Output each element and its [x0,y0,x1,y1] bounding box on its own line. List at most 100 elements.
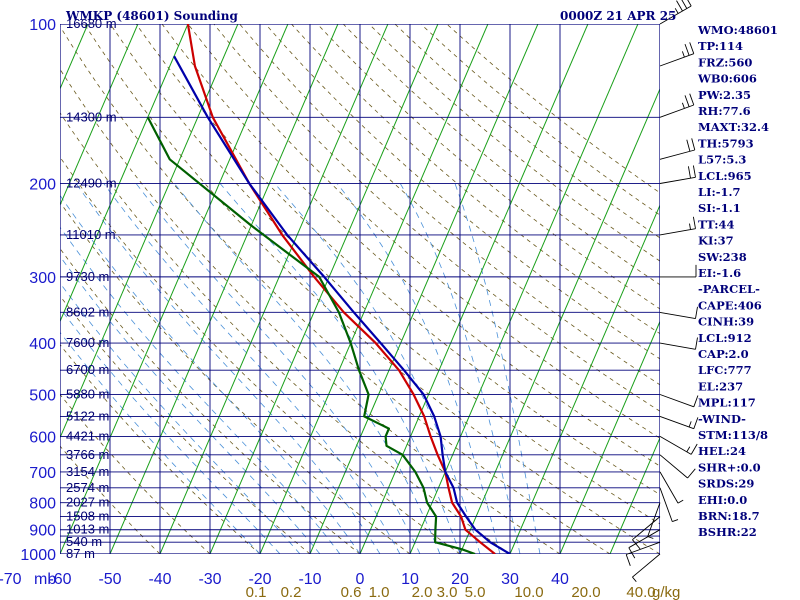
height-label: 7600 m [66,335,109,350]
temp-tick-label: -70 [0,571,22,588]
moist-adiabat [60,194,361,554]
index-item: L57:5.3 [698,153,746,167]
index-item: LCL:965 [698,169,752,183]
mixing-ratio-label: 20.0 [571,584,600,600]
moist-adiabat [103,183,401,554]
height-label: 1013 m [66,522,109,537]
height-label: 12490 m [66,176,117,191]
wind-barb [659,454,696,479]
mixing-ratio-label: 2.0 [412,584,433,600]
wind-barb [659,436,698,455]
height-label: 540 m [66,534,102,549]
wind-barb [659,216,696,236]
pressure-tick-label: 900 [29,523,56,540]
wind-barb [659,306,698,320]
moist-adiabat [60,282,301,554]
sounding-trace-0 [186,24,496,554]
index-item: TH:5793 [698,136,754,150]
pressure-tick-label: 100 [29,17,56,34]
temp-tick-label: -10 [298,571,321,588]
temp-tick-label: -20 [248,571,271,588]
isotherm [309,24,539,554]
mixing-ratio-label: 0.6 [341,584,362,600]
dry-adiabat [60,201,411,554]
temp-tick-label: 40 [551,571,569,588]
moist-adiabat [274,183,481,554]
pressure-tick-label: 700 [29,465,56,482]
height-label: 9730 m [66,269,109,284]
wind-barb [632,516,661,550]
index-item: WB0:606 [697,72,757,86]
moist-adiabat [173,183,441,554]
index-item: EL:237 [698,379,743,393]
temp-tick-label: -40 [148,571,171,588]
wind-barb [632,553,661,582]
wind-barb [659,42,695,67]
index-item: BRN:18.7 [698,509,760,523]
mixing-ratio-label: 0.2 [281,584,302,600]
isotherm [259,24,489,554]
sounding-trace-2 [173,55,511,554]
pressure-tick-label: 200 [29,177,56,194]
moist-adiabat [60,331,261,554]
mixing-ratio-label: 5.0 [465,584,486,600]
pressure-tick-label: 500 [29,387,56,404]
wind-barb [659,93,695,118]
isotherm [60,24,189,323]
index-item: LCL:912 [698,331,752,345]
dry-adiabat [135,24,660,496]
height-label: 6700 m [66,362,109,377]
index-item: KI:37 [698,234,734,248]
index-item: EHI:0.0 [698,493,747,507]
isotherm [459,87,660,554]
index-item: SHR+:0.0 [698,460,761,474]
height-label: 11010 m [66,227,116,242]
mixing-ratio-label: 1.0 [369,584,390,600]
wind-barb [659,415,699,430]
axis-labels: 1002003004005006007008009001000mb80-70-6… [0,16,778,600]
moist-adiabat [454,183,541,554]
height-label: 1508 m [66,509,109,524]
height-label: 8602 m [66,304,109,319]
wind-barb [659,394,699,408]
isotherm [159,24,389,554]
moist-adiabat [399,183,521,554]
height-label: 4421 m [66,428,109,443]
index-item: EI:-1.6 [698,266,741,280]
pressure-tick-label: 400 [29,336,56,353]
height-label: 14300 m [66,109,117,124]
index-item: WMO:48601 [697,23,778,37]
isotherm [109,24,339,554]
index-item: SRDS:29 [698,477,754,491]
index-item: FRZ:560 [698,55,752,69]
index-item: BSHR:22 [698,525,757,539]
valid-time: 0000Z 21 APR 25 [560,9,676,23]
wind-barb [659,337,698,350]
index-item: PW:2.35 [698,88,751,102]
height-label: 16680 m [66,16,117,31]
index-item: TT:44 [698,217,735,231]
wind-barb [647,502,661,539]
moist-adiabat [60,307,281,554]
wind-barb [659,0,692,25]
temp-tick-label: -60 [48,571,71,588]
index-item: HEL:24 [698,444,746,458]
wind-barb [660,264,697,278]
station-title: WMKP (48601) Sounding [65,9,238,23]
index-item: MPL:117 [698,396,756,410]
moist-adiabat [60,255,321,554]
wind-barb [625,541,661,566]
temp-tick-label: 20 [451,571,469,588]
index-item: RH:77.6 [698,104,751,118]
pressure-unit-label: mb [34,571,56,588]
wind-barb [659,165,696,184]
wind-barb [659,487,679,523]
temp-tick-label: -30 [198,571,221,588]
mixing-ratio-unit: g/kg [652,584,680,600]
pressure-tick-label: 800 [29,496,56,513]
height-label: 2027 m [66,495,109,510]
isotherm [60,24,139,207]
temp-tick-label: 0 [356,571,365,588]
pressure-tick-label: 600 [29,429,56,446]
